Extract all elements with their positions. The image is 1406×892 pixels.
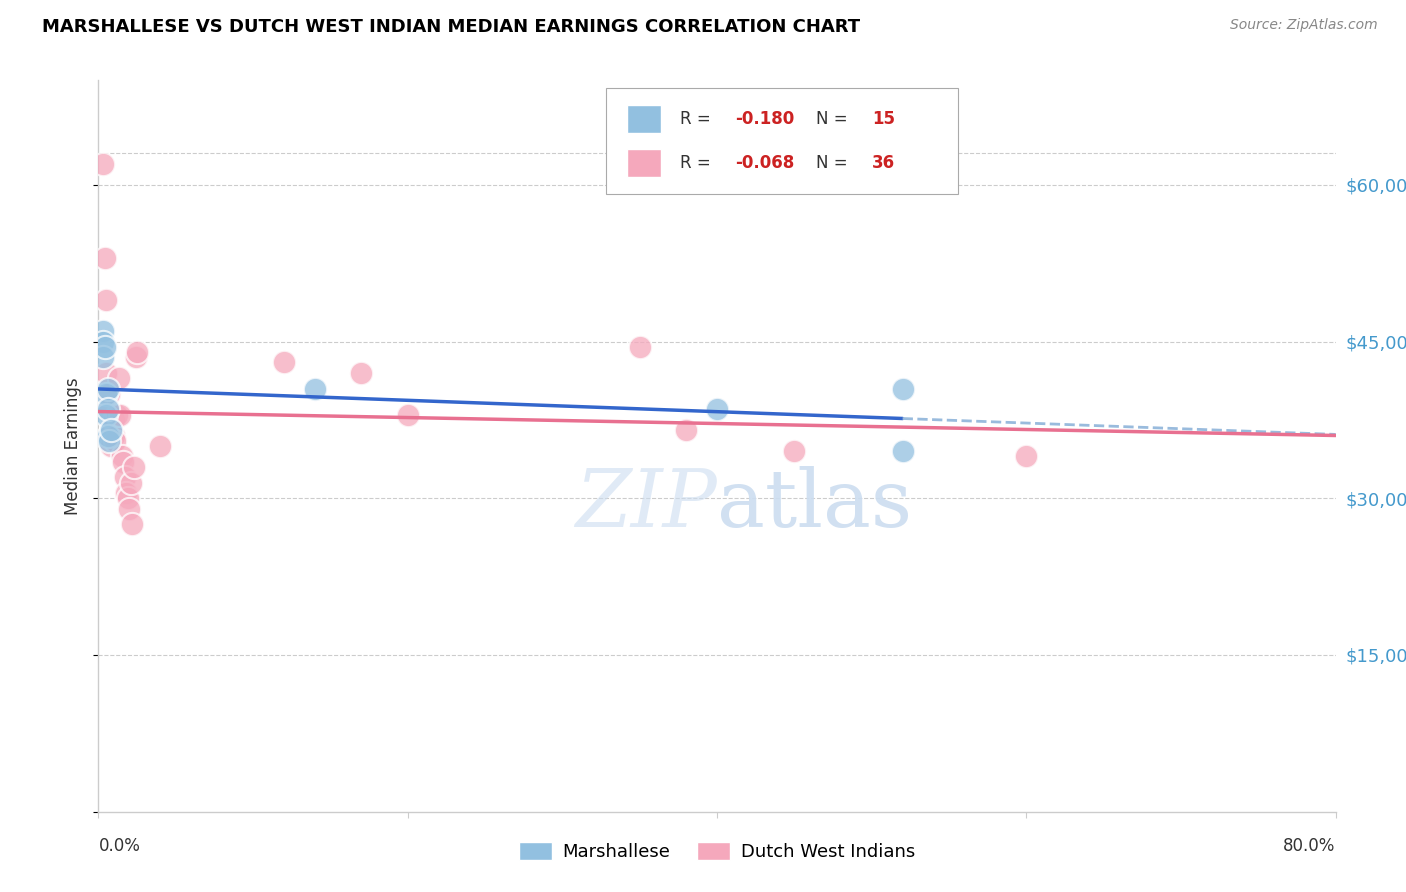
Point	[96, 293, 118, 307]
Text: 36: 36	[872, 154, 894, 172]
Point	[628, 340, 651, 354]
Point	[97, 382, 120, 396]
Point	[96, 408, 118, 422]
Point	[97, 402, 120, 417]
Point	[98, 428, 121, 442]
Bar	[627, 149, 661, 177]
Text: ZIP: ZIP	[575, 466, 717, 543]
Point	[101, 423, 124, 437]
Text: Source: ZipAtlas.com: Source: ZipAtlas.com	[1230, 18, 1378, 32]
Point	[675, 423, 697, 437]
Text: -0.068: -0.068	[735, 154, 794, 172]
Text: atlas: atlas	[717, 466, 912, 543]
Point	[304, 382, 326, 396]
Point	[97, 402, 120, 417]
Point	[98, 386, 121, 401]
Text: 0.0%: 0.0%	[98, 838, 141, 855]
Point	[1015, 450, 1038, 464]
Point	[111, 450, 134, 464]
Point	[97, 428, 120, 442]
Point	[103, 413, 125, 427]
Text: -0.180: -0.180	[735, 110, 794, 128]
Point	[104, 434, 127, 448]
Text: R =: R =	[681, 110, 716, 128]
Point	[891, 444, 914, 458]
Point	[783, 444, 806, 458]
Point	[120, 475, 142, 490]
Point	[97, 386, 120, 401]
Point	[121, 517, 143, 532]
Point	[118, 501, 141, 516]
Point	[91, 334, 114, 349]
Bar	[627, 105, 661, 133]
Point	[706, 402, 728, 417]
Point	[93, 340, 115, 354]
Point	[117, 491, 139, 506]
Point	[98, 434, 121, 448]
Point	[96, 386, 118, 401]
Point	[91, 350, 114, 364]
Point	[100, 423, 122, 437]
Point	[124, 350, 146, 364]
Legend: Marshallese, Dutch West Indians: Marshallese, Dutch West Indians	[512, 835, 922, 869]
Point	[93, 251, 115, 265]
Y-axis label: Median Earnings: Median Earnings	[65, 377, 83, 515]
Point	[891, 382, 914, 396]
Point	[105, 408, 128, 422]
Point	[96, 366, 118, 380]
Point	[273, 355, 295, 369]
Point	[350, 366, 373, 380]
Point	[115, 486, 138, 500]
Text: MARSHALLESE VS DUTCH WEST INDIAN MEDIAN EARNINGS CORRELATION CHART: MARSHALLESE VS DUTCH WEST INDIAN MEDIAN …	[42, 18, 860, 36]
Point	[108, 408, 131, 422]
Point	[396, 408, 419, 422]
FancyBboxPatch shape	[606, 87, 959, 194]
Point	[107, 371, 129, 385]
Point	[91, 157, 114, 171]
Text: 80.0%: 80.0%	[1284, 838, 1336, 855]
Point	[149, 439, 172, 453]
Point	[114, 470, 136, 484]
Text: N =: N =	[815, 154, 853, 172]
Point	[122, 459, 145, 474]
Point	[91, 324, 114, 338]
Point	[100, 439, 122, 453]
Text: R =: R =	[681, 154, 716, 172]
Text: N =: N =	[815, 110, 853, 128]
Point	[100, 423, 122, 437]
Point	[127, 345, 149, 359]
Point	[103, 428, 125, 442]
Point	[112, 455, 135, 469]
Text: 15: 15	[872, 110, 894, 128]
